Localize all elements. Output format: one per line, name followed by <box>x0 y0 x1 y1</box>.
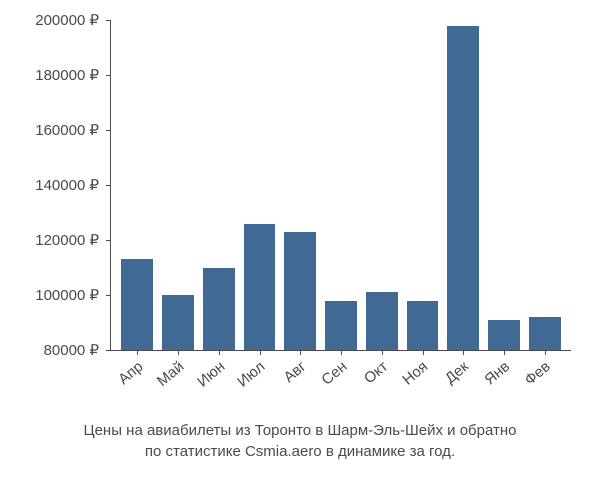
x-tick-mark <box>260 350 261 355</box>
x-tick-mark <box>423 350 424 355</box>
caption-line-1: Цены на авиабилеты из Торонто в Шарм-Эль… <box>83 422 516 439</box>
y-tick-label: 200000 ₽ <box>35 11 111 29</box>
y-tick-mark <box>106 130 111 131</box>
y-tick-mark <box>106 295 111 296</box>
bar-slot: Апр <box>117 20 158 350</box>
bar <box>366 292 398 350</box>
x-tick-label: Дек <box>442 358 472 387</box>
bar <box>244 224 276 351</box>
bar-slot: Дек <box>443 20 484 350</box>
x-tick-mark <box>341 350 342 355</box>
bar <box>529 317 561 350</box>
x-tick-label: Авг <box>280 358 309 386</box>
y-tick-label: 80000 ₽ <box>44 341 111 359</box>
bar <box>162 295 194 350</box>
x-tick-mark <box>137 350 138 355</box>
x-tick-label: Сен <box>318 358 350 389</box>
y-tick-mark <box>106 240 111 241</box>
x-tick-label: Окт <box>360 358 390 387</box>
x-tick-mark <box>545 350 546 355</box>
bar <box>203 268 235 351</box>
y-tick-mark <box>106 20 111 21</box>
bar <box>284 232 316 350</box>
x-tick-label: Ноя <box>400 358 432 389</box>
x-tick-mark <box>504 350 505 355</box>
bar <box>407 301 439 351</box>
x-tick-mark <box>300 350 301 355</box>
x-tick-label: Фев <box>521 358 553 389</box>
bar-slot: Июн <box>198 20 239 350</box>
bar-slot: Сен <box>321 20 362 350</box>
plot-area: АпрМайИюнИюлАвгСенОктНояДекЯнвФев 80000 … <box>110 20 571 351</box>
price-chart: АпрМайИюнИюлАвгСенОктНояДекЯнвФев 80000 … <box>0 0 600 500</box>
bar-slot: Фев <box>524 20 565 350</box>
y-tick-label: 100000 ₽ <box>35 286 111 304</box>
x-tick-mark <box>178 350 179 355</box>
y-tick-label: 180000 ₽ <box>35 66 111 84</box>
bar-slot: Авг <box>280 20 321 350</box>
bars-container: АпрМайИюнИюлАвгСенОктНояДекЯнвФев <box>111 20 571 350</box>
bar <box>121 259 153 350</box>
y-tick-mark <box>106 185 111 186</box>
x-tick-label: Апр <box>115 358 146 388</box>
bar-slot: Янв <box>484 20 525 350</box>
bar-slot: Ноя <box>402 20 443 350</box>
x-tick-label: Май <box>154 358 187 390</box>
x-tick-label: Июл <box>234 358 268 391</box>
x-tick-mark <box>463 350 464 355</box>
x-tick-mark <box>382 350 383 355</box>
chart-caption: Цены на авиабилеты из Торонто в Шарм-Эль… <box>0 420 600 462</box>
bar <box>488 320 520 350</box>
caption-line-2: по статистике Csmia.aero в динамике за г… <box>145 443 455 460</box>
x-tick-label: Июн <box>194 358 228 391</box>
bar-slot: Май <box>158 20 199 350</box>
x-tick-label: Янв <box>481 358 513 388</box>
bar <box>325 301 357 351</box>
bar-slot: Июл <box>239 20 280 350</box>
bar-slot: Окт <box>361 20 402 350</box>
bar <box>447 26 479 351</box>
y-tick-mark <box>106 350 111 351</box>
y-tick-label: 160000 ₽ <box>35 121 111 139</box>
y-tick-label: 120000 ₽ <box>35 231 111 249</box>
x-tick-mark <box>219 350 220 355</box>
y-tick-label: 140000 ₽ <box>35 176 111 194</box>
y-tick-mark <box>106 75 111 76</box>
